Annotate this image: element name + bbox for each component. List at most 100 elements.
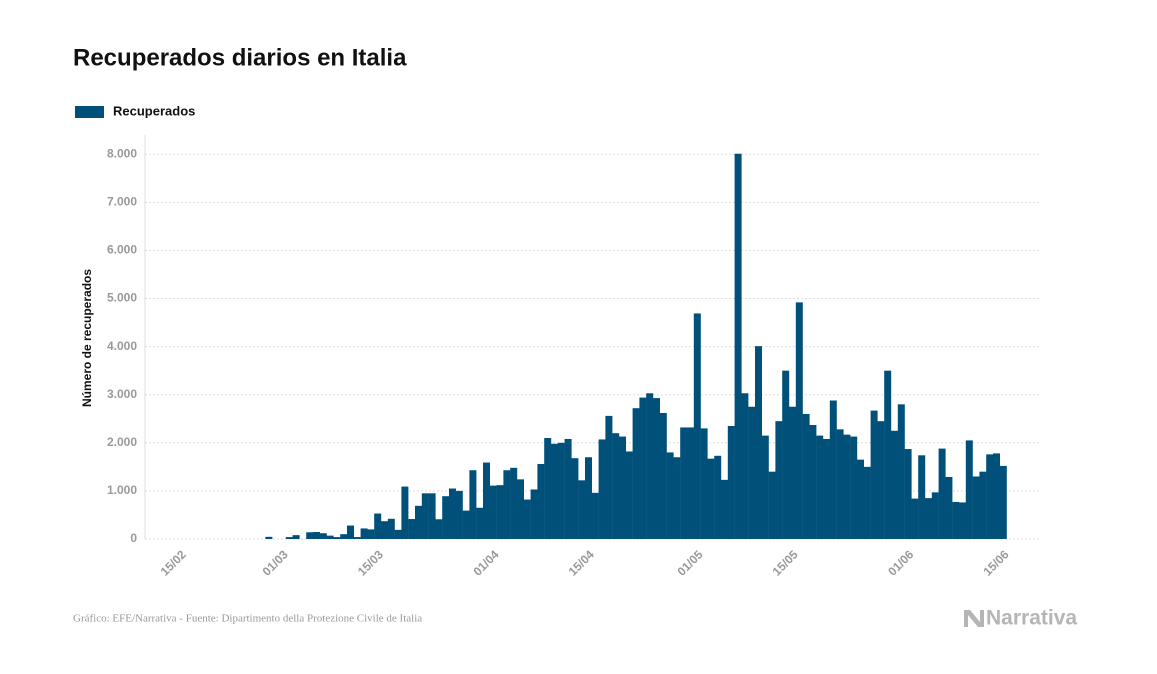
x-tick-label: 15/04	[566, 547, 597, 578]
bar	[829, 400, 837, 539]
bar	[449, 488, 456, 539]
bar	[802, 413, 810, 539]
bar	[653, 398, 660, 539]
bar	[585, 457, 592, 539]
bar	[659, 412, 667, 539]
bar	[523, 499, 531, 539]
bar	[863, 466, 871, 539]
bar	[544, 438, 552, 539]
bar	[965, 440, 973, 539]
y-tick-label: 6.000	[107, 243, 137, 257]
bar	[442, 496, 450, 539]
bar	[612, 433, 620, 539]
bar	[292, 535, 300, 539]
bar	[347, 525, 354, 539]
bar	[435, 519, 443, 539]
bar	[326, 535, 334, 539]
bar	[952, 501, 960, 539]
bar	[605, 415, 613, 539]
bar	[959, 502, 966, 539]
y-axis-label: Número de recuperados	[80, 269, 94, 407]
bar	[401, 486, 409, 539]
bar	[741, 393, 749, 539]
x-tick-label: 01/04	[470, 547, 501, 578]
bar	[673, 457, 681, 539]
bar	[748, 406, 756, 539]
bar	[707, 458, 715, 539]
bar	[938, 448, 946, 539]
bar	[925, 498, 932, 539]
bar	[761, 435, 769, 539]
bar	[891, 430, 898, 539]
bar	[455, 490, 463, 539]
x-tick-label: 15/03	[355, 547, 386, 578]
bar	[700, 428, 708, 539]
bar	[972, 476, 980, 539]
bar	[381, 521, 388, 539]
bar	[469, 470, 477, 539]
bar	[693, 313, 701, 539]
bar	[809, 425, 817, 539]
bar	[904, 449, 912, 539]
bar	[551, 443, 558, 539]
bar	[428, 493, 436, 539]
x-tick-label: 15/02	[158, 547, 189, 578]
y-tick-label: 5.000	[107, 291, 137, 305]
bar	[306, 532, 314, 539]
bar	[619, 436, 626, 539]
bar	[687, 427, 694, 539]
bar	[591, 492, 599, 539]
brand: Narrativa	[986, 607, 1077, 630]
x-tick-label: 15/06	[980, 547, 1011, 578]
bar	[931, 492, 939, 539]
y-tick-label: 4.000	[107, 339, 137, 353]
bar	[870, 410, 878, 539]
bar	[476, 507, 484, 539]
bar	[775, 421, 783, 539]
bar	[795, 302, 803, 539]
bar	[850, 436, 858, 539]
bar	[646, 393, 654, 539]
bar	[571, 458, 579, 539]
bar	[537, 463, 545, 539]
bar	[877, 421, 885, 539]
bar	[374, 513, 382, 539]
bar	[816, 435, 824, 539]
bar	[884, 370, 892, 539]
bar	[714, 455, 722, 539]
bar	[639, 397, 647, 539]
bar	[721, 479, 728, 539]
bar	[734, 153, 742, 539]
y-tick-label: 2.000	[107, 435, 137, 449]
bar	[387, 518, 395, 539]
bar	[727, 425, 735, 539]
bar	[836, 429, 844, 539]
bar	[353, 537, 361, 539]
y-tick-label: 0	[130, 531, 137, 545]
bar	[496, 485, 504, 539]
brand-logo	[964, 610, 984, 627]
bar	[510, 467, 518, 539]
bar	[823, 438, 830, 539]
bar	[843, 434, 851, 539]
y-tick-label: 8.000	[107, 146, 137, 160]
bar	[768, 471, 776, 539]
bar	[755, 346, 762, 539]
bar	[265, 536, 273, 539]
bar	[979, 471, 987, 539]
bar	[945, 476, 953, 539]
bar	[408, 519, 416, 539]
bar	[394, 529, 402, 539]
bar	[483, 462, 490, 539]
bar	[578, 480, 586, 539]
y-tick-label: 3.000	[107, 387, 137, 401]
bar	[598, 439, 606, 539]
bar	[530, 489, 538, 539]
bar	[340, 534, 348, 539]
bar	[918, 455, 926, 539]
bar	[360, 528, 368, 539]
legend-swatch	[75, 106, 104, 118]
bar	[557, 442, 565, 539]
bar	[680, 427, 688, 539]
